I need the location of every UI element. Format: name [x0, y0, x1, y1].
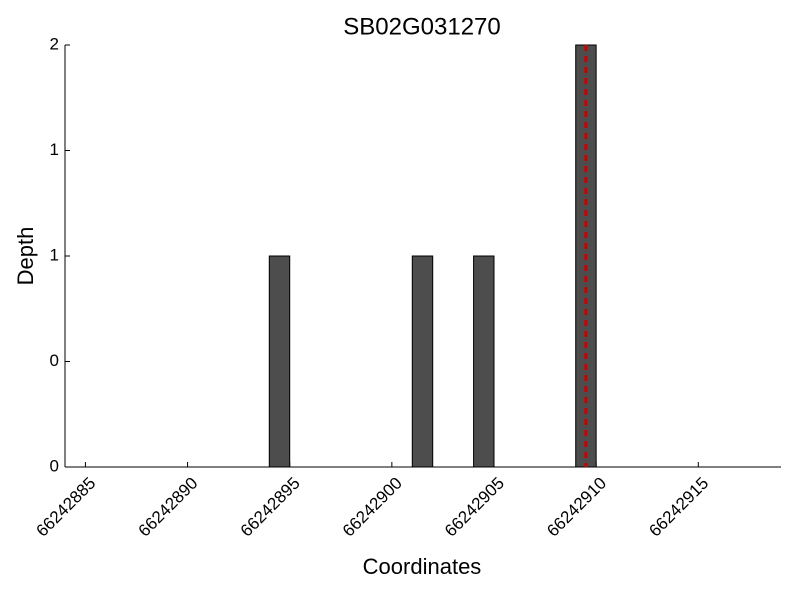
x-tick-label: 66242900	[339, 474, 406, 541]
bar	[268, 255, 291, 468]
chart-title: SB02G031270	[343, 13, 500, 40]
x-axis-label: Coordinates	[363, 554, 482, 579]
x-tick-label: 66242890	[135, 474, 202, 541]
y-tick-label: 0	[50, 351, 59, 370]
bar	[411, 255, 434, 468]
y-tick-label: 2	[50, 34, 59, 53]
y-axis-label: Depth	[13, 227, 38, 286]
x-tick-label: 66242895	[237, 474, 304, 541]
y-tick-label: 1	[50, 140, 59, 159]
x-tick-label: 66242915	[645, 474, 712, 541]
x-tick-label: 66242905	[441, 474, 508, 541]
y-tick-label: 1	[50, 245, 59, 264]
x-tick-label: 66242885	[33, 474, 100, 541]
bar	[473, 255, 495, 468]
y-tick-label: 0	[50, 456, 59, 475]
x-tick-label: 66242910	[543, 474, 610, 541]
